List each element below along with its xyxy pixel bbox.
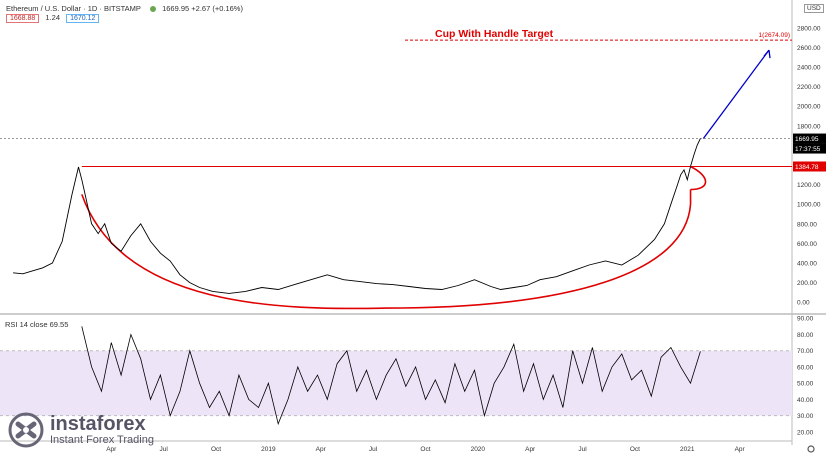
price-tick-label: 2800.00 <box>797 25 821 32</box>
rsi-tick-label: 80.00 <box>797 332 814 339</box>
symbol-title: Ethereum / U.S. Dollar · 1D · BITSTAMP <box>6 4 141 13</box>
rsi-tick-label: 30.00 <box>797 413 814 420</box>
handle-curve <box>690 165 707 191</box>
rsi-line <box>81 326 701 426</box>
target-value-label: 1(2674.09) <box>759 32 790 39</box>
rsi-legend: RSI 14 close 69.55 <box>5 320 68 329</box>
time-tick-label: Oct <box>420 446 430 453</box>
cup-curve <box>81 189 692 310</box>
time-tick-label: Jul <box>369 446 378 453</box>
settings-gear-icon <box>807 445 815 453</box>
time-tick-label: Oct <box>211 446 221 453</box>
currency-button[interactable]: USD <box>804 4 824 13</box>
neckline-tag <box>793 161 826 172</box>
time-tick-label: Apr <box>106 446 117 453</box>
rsi-label: RSI 14 close <box>5 320 48 329</box>
neckline-label: 1384.78 <box>795 164 819 171</box>
target-arrow <box>702 49 770 139</box>
rsi-tick-label: 50.00 <box>797 381 814 388</box>
rsi-tick-label: 20.00 <box>797 429 814 436</box>
time-tick-label: 2021 <box>680 446 695 453</box>
time-tick-label: 2020 <box>471 446 486 453</box>
price-tick-label: 2000.00 <box>797 104 821 111</box>
logo-mark-icon <box>8 412 44 448</box>
price-change: 1669.95 +2.67 (+0.16%) <box>162 4 243 13</box>
last-price-tag <box>793 133 826 144</box>
logo-tagline: Instant Forex Trading <box>50 433 154 446</box>
rsi-tick-label: 90.00 <box>797 316 814 323</box>
rsi-tick-label: 60.00 <box>797 364 814 371</box>
instaforex-logo: instaforex Instant Forex Trading <box>8 412 154 448</box>
time-tick-label: Apr <box>316 446 327 453</box>
price-tick-label: 400.00 <box>797 261 817 268</box>
last-price-label: 1669.95 <box>795 136 819 143</box>
price-tick-label: 0.00 <box>797 300 810 307</box>
countdown-label: 17:37:55 <box>795 146 821 153</box>
logo-name: instaforex <box>50 412 146 435</box>
price-tick-label: 1000.00 <box>797 202 821 209</box>
price-line <box>13 138 701 294</box>
rsi-value: 69.55 <box>49 320 69 329</box>
rsi-band <box>0 350 792 416</box>
rsi-tick-label: 40.00 <box>797 397 814 404</box>
ask-price-button[interactable]: 1670.12 <box>66 14 100 23</box>
rsi-tick-label: 70.00 <box>797 348 814 355</box>
target-title: Cup With Handle Target <box>435 28 554 40</box>
time-tick-label: Apr <box>735 446 746 453</box>
price-tick-label: 1800.00 <box>797 123 821 130</box>
countdown-tag <box>793 143 826 154</box>
price-tick-label: 2600.00 <box>797 45 821 52</box>
time-tick-label: Apr <box>525 446 536 453</box>
time-tick-label: Jul <box>159 446 168 453</box>
price-tick-label: 2200.00 <box>797 84 821 91</box>
bid-price-button[interactable]: 1668.88 <box>6 14 40 23</box>
time-tick-label: Jul <box>578 446 587 453</box>
market-open-icon <box>149 6 156 13</box>
chart-header: Ethereum / U.S. Dollar · 1D · BITSTAMP 1… <box>6 4 247 23</box>
price-tick-label: 600.00 <box>797 241 817 248</box>
price-tick-label: 1200.00 <box>797 182 821 189</box>
time-tick-label: Oct <box>630 446 640 453</box>
price-tick-label: 2400.00 <box>797 65 821 72</box>
arrow-head-icon <box>763 49 771 59</box>
time-tick-label: 2019 <box>261 446 276 453</box>
price-tick-label: 800.00 <box>797 221 817 228</box>
price-tick-label: 200.00 <box>797 280 817 287</box>
spread-value: 1.24 <box>45 13 61 22</box>
